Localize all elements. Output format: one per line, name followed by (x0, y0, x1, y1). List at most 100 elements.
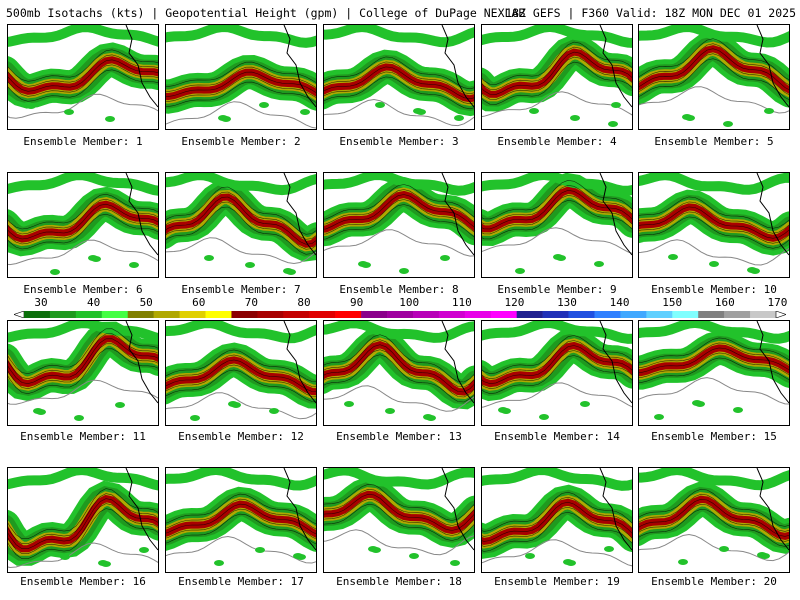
ensemble-member-map (7, 467, 159, 573)
ensemble-member-label: Ensemble Member: 20 (651, 575, 777, 588)
legend-color-swatch (387, 311, 414, 318)
legend-tick-label: 70 (244, 296, 259, 309)
ensemble-member-map (165, 172, 317, 278)
legend-color-swatch (620, 311, 647, 318)
legend-tick-label: 30 (34, 296, 48, 309)
isotach-map-image (639, 25, 789, 127)
ensemble-member-label: Ensemble Member: 6 (23, 283, 143, 296)
ensemble-member-label: Ensemble Member: 13 (336, 430, 462, 443)
ensemble-member-label: Ensemble Member: 9 (497, 283, 617, 296)
ensemble-member-label: Ensemble Member: 3 (339, 135, 459, 148)
legend-tick-label: 40 (86, 296, 101, 309)
legend-color-swatch (335, 311, 362, 318)
isotach-map-image (8, 25, 158, 122)
ensemble-member-label: Ensemble Member: 10 (651, 283, 777, 296)
ensemble-member-map (638, 24, 790, 130)
legend-over-arrow (775, 311, 786, 318)
ensemble-member-map (481, 24, 633, 130)
legend-color-swatch (672, 311, 699, 318)
ensemble-member-map (7, 320, 159, 426)
isotach-map-image (324, 25, 474, 127)
ensemble-member-map (638, 467, 790, 573)
ensemble-member-map (7, 172, 159, 278)
legend-color-swatch (309, 311, 336, 318)
map-header: 500mb Isotachs (kts) | Geopotential Heig… (6, 6, 796, 20)
legend-tick-label: 100 (399, 296, 420, 309)
isotach-map-image (324, 321, 474, 421)
ensemble-member-label: Ensemble Member: 7 (181, 283, 301, 296)
legend-tick-label: 110 (451, 296, 472, 309)
ensemble-member-label: Ensemble Member: 1 (23, 135, 143, 148)
isotach-map-image (324, 173, 474, 274)
ensemble-member-label: Ensemble Member: 17 (178, 575, 304, 588)
isotach-map-image (482, 25, 632, 127)
legend-color-swatch (594, 311, 621, 318)
legend-color-swatch (361, 311, 388, 318)
isotach-map-image (639, 173, 789, 274)
legend-color-swatch (490, 311, 517, 318)
ensemble-member-label: Ensemble Member: 15 (651, 430, 777, 443)
isotach-map-image (639, 468, 789, 565)
legend-tick-label: 120 (504, 296, 525, 309)
ensemble-member-map (165, 467, 317, 573)
ensemble-member-map (323, 172, 475, 278)
legend-color-swatch (283, 311, 310, 318)
ensemble-member-label: Ensemble Member: 4 (497, 135, 617, 148)
legend-color-swatch (568, 311, 595, 318)
ensemble-member-label: Ensemble Member: 19 (494, 575, 620, 588)
legend-tick-label: 150 (662, 296, 683, 309)
legend-tick-label: 50 (139, 296, 153, 309)
isotach-map-image (482, 173, 632, 274)
legend-tick-label: 90 (349, 296, 364, 309)
legend-color-swatch (464, 311, 492, 318)
ensemble-member-map (323, 320, 475, 426)
header-title: 500mb Isotachs (kts) | Geopotential Heig… (6, 6, 526, 20)
isotach-map-image (166, 25, 316, 129)
ensemble-member-map (481, 320, 633, 426)
ensemble-member-map (7, 24, 159, 130)
isotach-color-legend (14, 311, 786, 318)
ensemble-member-label: Ensemble Member: 11 (20, 430, 146, 443)
legend-color-swatch (542, 311, 569, 318)
ensemble-member-map (481, 172, 633, 278)
isotach-map-image (482, 468, 632, 567)
ensemble-member-map (165, 24, 317, 130)
legend-color-swatch (412, 311, 440, 318)
ensemble-member-label: Ensemble Member: 2 (181, 135, 301, 148)
legend-color-swatch (101, 311, 129, 318)
legend-color-swatch (750, 311, 777, 318)
legend-color-swatch (205, 311, 232, 318)
legend-color-swatch (179, 311, 206, 318)
ensemble-member-label: Ensemble Member: 18 (336, 575, 462, 588)
legend-color-swatch (724, 311, 751, 318)
legend-tick-label: 130 (557, 296, 577, 309)
isotach-map-image (8, 321, 158, 421)
legend-labels: 30 40 50 60 70 80 90 100 110 120 130 140 150 160 170 (0, 296, 800, 309)
isotach-map-image (166, 173, 316, 275)
legend-color-swatch (516, 311, 543, 318)
isotach-map-image (166, 321, 316, 421)
isotach-map-image (639, 321, 789, 420)
header-valid-time: 18Z GEFS | F360 Valid: 18Z MON DEC 01 20… (505, 6, 796, 20)
legend-color-swatch (153, 311, 180, 318)
legend-color-swatch (49, 311, 77, 318)
ensemble-member-map (323, 467, 475, 573)
ensemble-member-label: Ensemble Member: 8 (339, 283, 459, 296)
ensemble-member-map (323, 24, 475, 130)
legend-tick-label: 80 (297, 296, 311, 309)
legend-color-swatch (75, 311, 103, 318)
legend-tick-label: 60 (192, 296, 206, 309)
legend-tick-label: 170 (767, 296, 788, 309)
legend-color-swatch (257, 311, 284, 318)
legend-tick-label: 160 (714, 296, 735, 309)
legend-color-swatch (646, 311, 673, 318)
ensemble-member-map (481, 467, 633, 573)
ensemble-member-map (165, 320, 317, 426)
isotach-map-image (8, 468, 158, 569)
ensemble-member-label: Ensemble Member: 12 (178, 430, 304, 443)
ensemble-member-map (638, 320, 790, 426)
legend-under-arrow (14, 311, 25, 318)
legend-color-swatch (127, 311, 154, 318)
ensemble-member-label: Ensemble Member: 16 (20, 575, 146, 588)
legend-color-swatch (438, 311, 466, 318)
